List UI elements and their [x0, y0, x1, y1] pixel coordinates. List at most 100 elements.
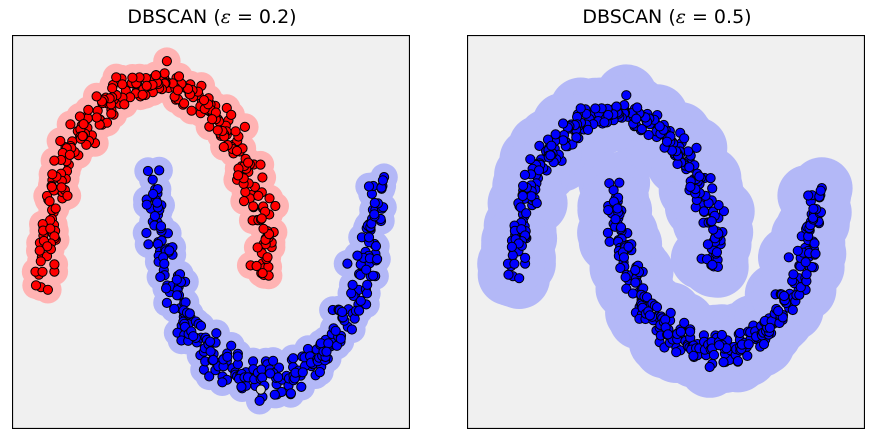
- data-point: [155, 221, 167, 232]
- data-point: [323, 338, 334, 349]
- data-point: [377, 175, 388, 186]
- data-point: [83, 104, 94, 116]
- data-point: [141, 199, 152, 210]
- data-point: [641, 292, 653, 303]
- data-point: [354, 305, 365, 316]
- data-point: [143, 239, 154, 250]
- data-point: [46, 181, 58, 193]
- data-point: [285, 388, 296, 399]
- right-title-epsilon: ε: [675, 6, 686, 28]
- data-point: [142, 165, 154, 177]
- data-point: [149, 211, 160, 222]
- data-point: [64, 149, 76, 161]
- data-point: [361, 288, 373, 299]
- data-point: [230, 126, 241, 137]
- data-point: [742, 350, 753, 361]
- data-point: [217, 377, 228, 388]
- data-point: [636, 124, 647, 135]
- data-point: [506, 241, 518, 252]
- data-point: [91, 112, 102, 123]
- data-point: [533, 165, 545, 176]
- data-point: [268, 355, 279, 366]
- data-point: [519, 169, 531, 180]
- data-point: [815, 185, 826, 196]
- data-point: [711, 247, 722, 258]
- data-point: [643, 129, 654, 141]
- right-scatter-plot: [467, 35, 865, 429]
- left-scatter-plot: [12, 35, 410, 429]
- point-series: [502, 90, 729, 284]
- data-point: [297, 367, 308, 378]
- data-point: [62, 190, 73, 201]
- data-point: [758, 339, 770, 350]
- data-point: [531, 198, 542, 209]
- data-point: [779, 290, 790, 302]
- data-point: [651, 302, 663, 313]
- data-point: [788, 269, 799, 280]
- data-point: [707, 183, 718, 194]
- data-point: [164, 245, 175, 256]
- data-point: [212, 125, 223, 136]
- data-point: [258, 223, 269, 234]
- data-point: [661, 136, 673, 147]
- data-point: [679, 133, 690, 144]
- data-point: [342, 258, 353, 269]
- point-series: [255, 384, 266, 395]
- data-point: [764, 322, 775, 333]
- data-point: [226, 109, 237, 121]
- data-point: [314, 367, 325, 378]
- data-point: [691, 142, 702, 154]
- right-title-prefix: DBSCAN (: [582, 6, 676, 28]
- data-point: [248, 201, 259, 212]
- data-point: [37, 266, 48, 277]
- data-point: [623, 241, 634, 252]
- data-point: [718, 357, 729, 368]
- data-point: [239, 121, 250, 133]
- data-point: [34, 245, 45, 256]
- data-point: [369, 209, 380, 220]
- data-point: [684, 162, 695, 173]
- data-point: [603, 205, 614, 216]
- data-point: [520, 252, 531, 263]
- data-point: [615, 262, 626, 274]
- data-point: [685, 326, 696, 337]
- data-point: [169, 303, 180, 314]
- data-point: [582, 124, 594, 136]
- data-point: [803, 190, 814, 201]
- data-point: [614, 177, 625, 188]
- data-point: [514, 273, 525, 284]
- data-point: [218, 141, 229, 153]
- data-point: [150, 70, 161, 81]
- data-point: [77, 131, 88, 142]
- data-point: [119, 99, 130, 110]
- data-point: [184, 308, 195, 319]
- data-point: [509, 258, 520, 269]
- data-point: [296, 381, 307, 392]
- data-point: [558, 118, 569, 129]
- data-point: [255, 384, 266, 395]
- plot-frame: [12, 35, 410, 429]
- data-point: [604, 236, 615, 247]
- data-point: [631, 113, 642, 124]
- data-point: [368, 270, 379, 281]
- data-point: [704, 361, 715, 373]
- data-point: [288, 353, 299, 364]
- data-point: [205, 336, 216, 347]
- data-point: [30, 280, 42, 291]
- data-point: [688, 350, 699, 361]
- data-point: [252, 242, 263, 253]
- data-point: [732, 356, 743, 367]
- data-point: [665, 307, 676, 318]
- data-point: [42, 284, 54, 295]
- data-point: [546, 140, 557, 151]
- data-point: [621, 90, 632, 101]
- data-point: [255, 159, 266, 170]
- data-point: [270, 200, 281, 212]
- data-point: [253, 190, 264, 201]
- data-point: [257, 268, 268, 279]
- data-point: [615, 222, 627, 233]
- data-point: [679, 317, 690, 328]
- data-point: [55, 135, 66, 147]
- data-point: [337, 306, 348, 318]
- data-point: [355, 295, 366, 306]
